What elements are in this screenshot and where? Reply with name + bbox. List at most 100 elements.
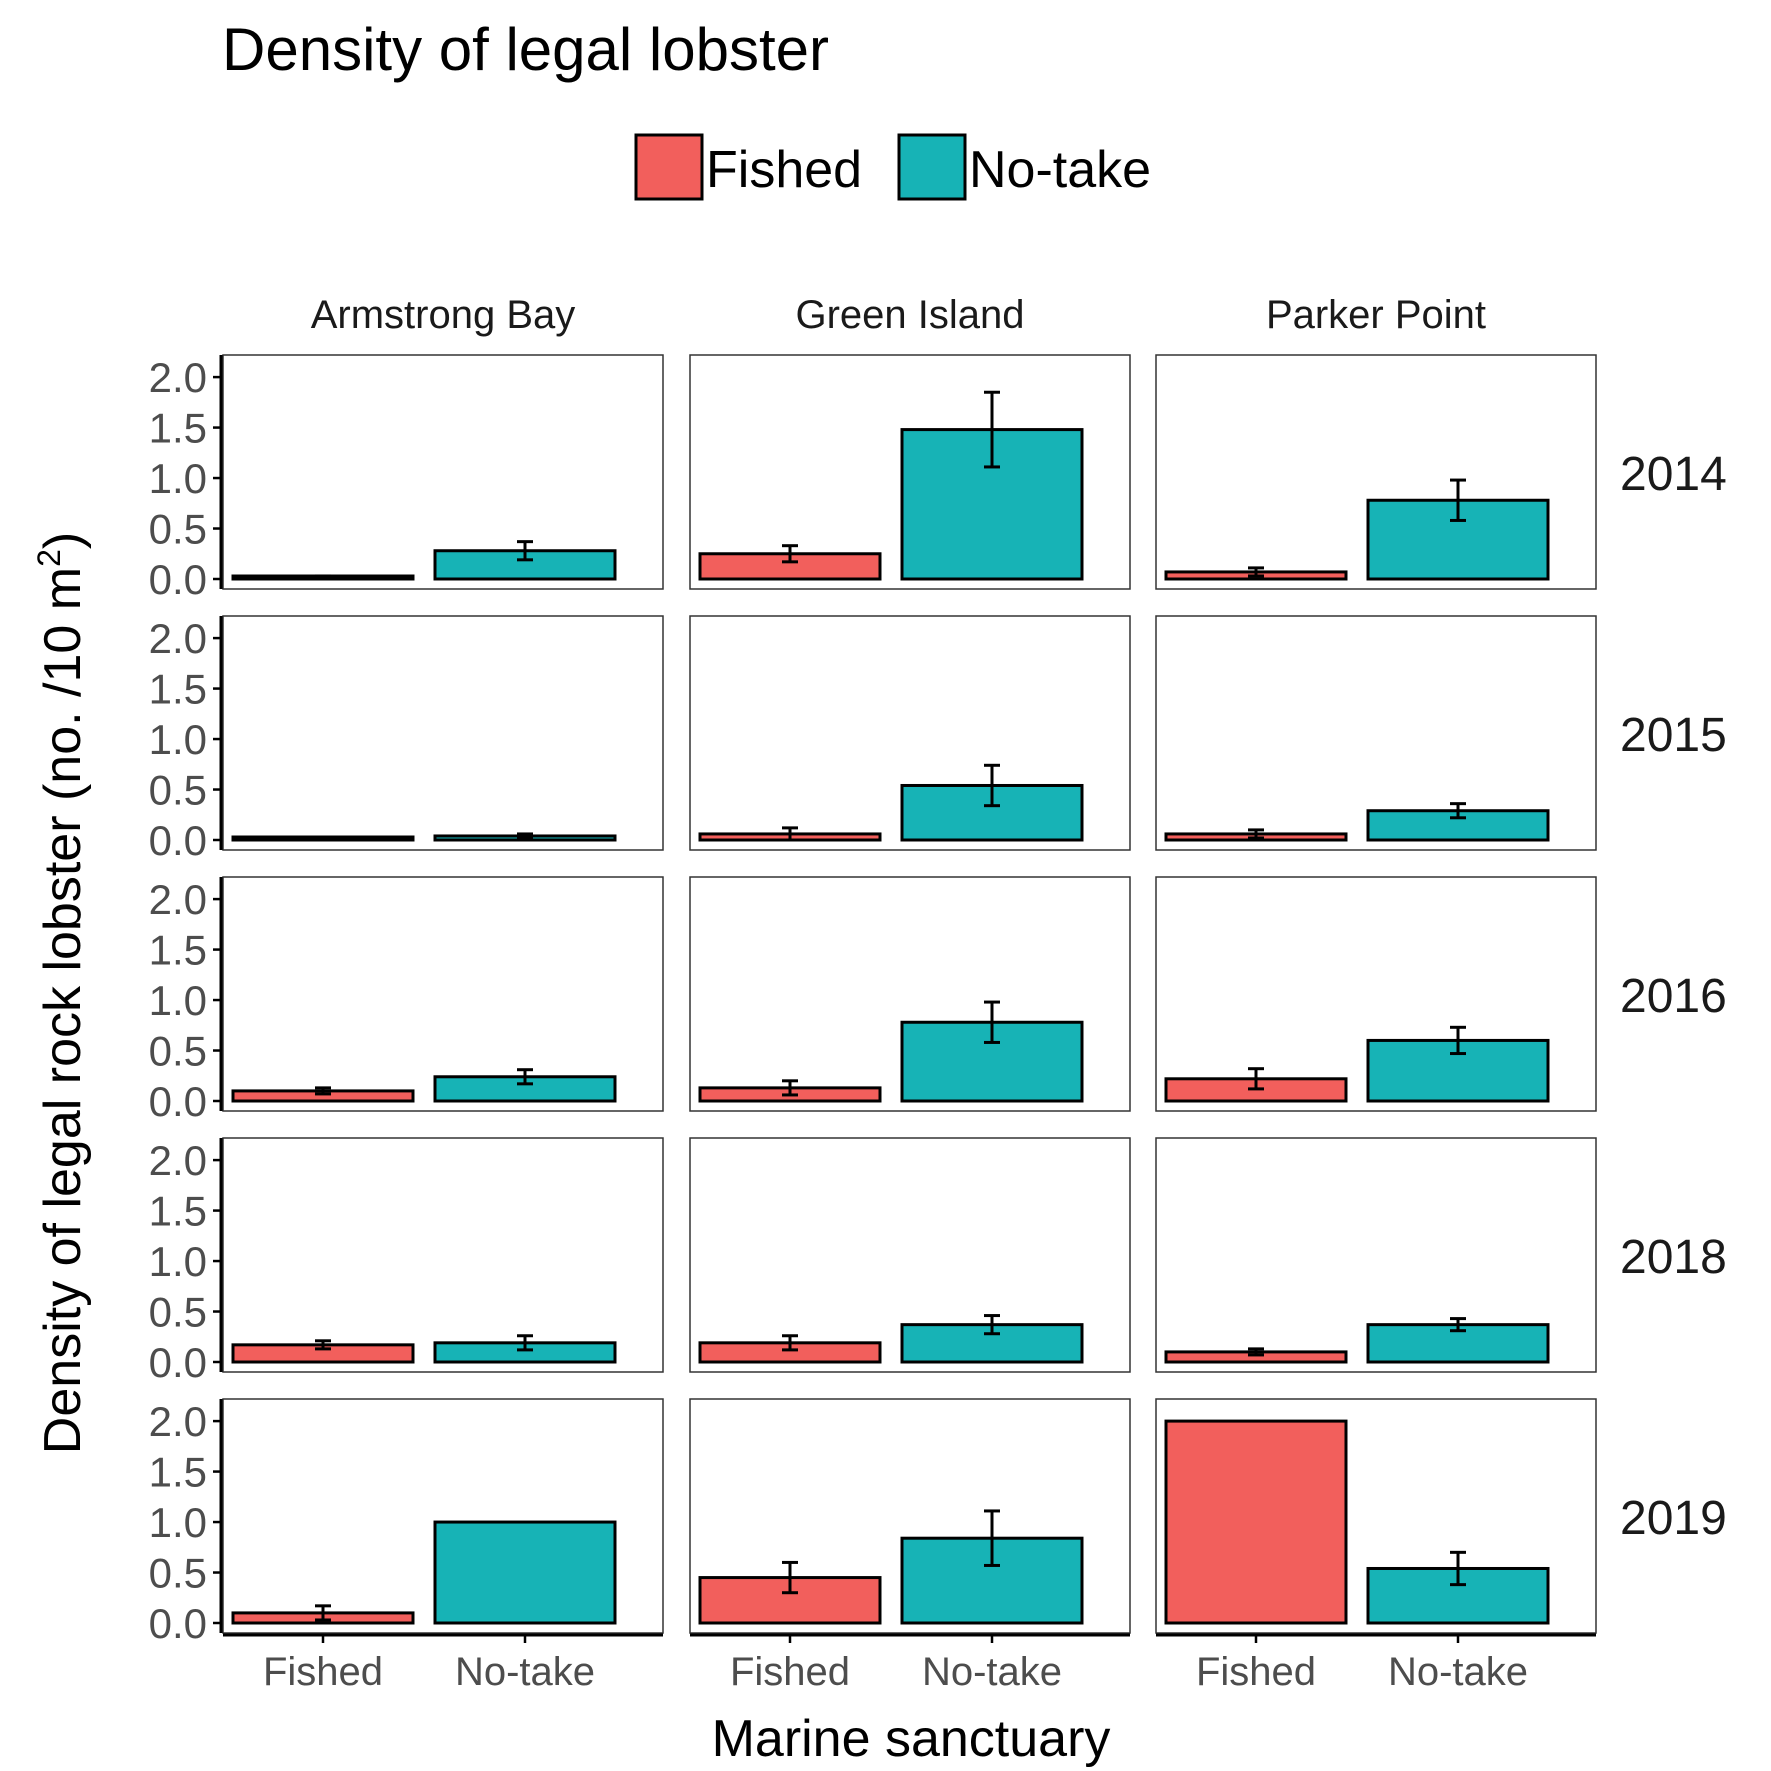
- error-bar-no-take: [517, 540, 533, 562]
- error-bar-no-take: [1450, 478, 1466, 522]
- panel-green-island-2018: [689, 1137, 1131, 1373]
- bar-no-take: [1366, 1566, 1550, 1625]
- panel-armstrong-bay-2016: [222, 876, 664, 1112]
- y-tick-label: 1.5: [149, 1188, 207, 1235]
- y-axis-2018: 0.00.51.01.52.0: [149, 1137, 223, 1386]
- error-bar-fished: [315, 1339, 331, 1351]
- row-strip-label: 2014: [1620, 448, 1727, 501]
- y-tick-label: 0.5: [149, 1289, 207, 1336]
- error-bar-fished: [782, 1334, 798, 1352]
- column-strip-label: Parker Point: [1266, 293, 1486, 337]
- x-tick-label: No-take: [922, 1650, 1062, 1694]
- bar-fished: [231, 835, 415, 842]
- y-tick-label: 1.5: [149, 927, 207, 974]
- y-axis-2015: 0.00.51.01.52.0: [149, 615, 223, 864]
- column-strip-labels: Armstrong Bay Green Island Parker Point: [311, 293, 1486, 337]
- y-tick-label: 0.0: [149, 1078, 207, 1125]
- panel-border: [1155, 354, 1597, 590]
- y-axis-title: Density of legal rock lobster (no. /10 m…: [31, 532, 92, 1454]
- panel-border: [689, 1398, 1131, 1634]
- error-bar-no-take: [984, 1509, 1000, 1567]
- error-bar-fished: [1248, 1067, 1264, 1091]
- bar-fished: [1164, 1419, 1348, 1625]
- error-bar-fished: [782, 826, 798, 842]
- y-tick-label: 0.5: [149, 1550, 207, 1597]
- row-strip-label: 2018: [1620, 1231, 1727, 1284]
- panel-border: [1155, 876, 1597, 1112]
- row-strip-label: 2016: [1620, 970, 1727, 1023]
- error-bar-no-take: [517, 832, 533, 840]
- error-bar-fished: [315, 574, 331, 580]
- error-bar-no-take: [517, 1068, 533, 1086]
- error-bar-fished: [1248, 566, 1264, 578]
- error-bar-no-take: [1450, 1025, 1466, 1056]
- panel-armstrong-bay-2018: [222, 1137, 664, 1373]
- y-tick-label: 2.0: [149, 1398, 207, 1445]
- panel-armstrong-bay-2019: [222, 1398, 664, 1634]
- y-axis-title-main: Density of legal rock lobster (no. /10 m: [34, 567, 92, 1454]
- y-tick-label: 0.0: [149, 1339, 207, 1386]
- y-axis-2016: 0.00.51.01.52.0: [149, 876, 223, 1125]
- legend-label-no-take: No-take: [969, 141, 1151, 199]
- panel-parker-point-2018: [1155, 1137, 1597, 1373]
- y-tick-label: 0.0: [149, 1600, 207, 1647]
- y-axis-title-close: ): [34, 532, 92, 549]
- x-tick-label: Fished: [1196, 1650, 1316, 1694]
- panel-border: [689, 354, 1131, 590]
- error-bar-no-take: [984, 763, 1000, 808]
- panel-parker-point-2016: [1155, 876, 1597, 1112]
- panel-border: [1155, 615, 1597, 851]
- panel-parker-point-2019: [1155, 1398, 1597, 1634]
- legend-swatch-fished: [634, 133, 704, 201]
- x-tick-label: No-take: [455, 1650, 595, 1694]
- error-bar-fished: [782, 1560, 798, 1595]
- y-tick-label: 0.5: [149, 1028, 207, 1075]
- panel-border: [1155, 1398, 1597, 1634]
- y-axis-2019: 0.00.51.01.52.0: [149, 1398, 223, 1647]
- error-bar-no-take: [1450, 1550, 1466, 1587]
- column-strip-label: Green Island: [795, 293, 1024, 337]
- y-tick-label: 1.0: [149, 977, 207, 1024]
- error-bar-no-take: [517, 1334, 533, 1352]
- panel-border: [1155, 1137, 1597, 1373]
- x-tick-label: Fished: [730, 1650, 850, 1694]
- y-tick-label: 1.0: [149, 455, 207, 502]
- y-tick-label: 1.5: [149, 405, 207, 452]
- y-tick-label: 2.0: [149, 354, 207, 401]
- y-tick-label: 1.0: [149, 716, 207, 763]
- y-axis-title-superscript: 2: [31, 549, 67, 567]
- error-bar-fished: [1248, 1347, 1264, 1357]
- y-tick-label: 0.0: [149, 817, 207, 864]
- legend-label-fished: Fished: [706, 141, 862, 199]
- legend: Fished No-take: [634, 133, 1151, 201]
- column-strip-label: Armstrong Bay: [311, 293, 576, 337]
- y-tick-label: 1.5: [149, 666, 207, 713]
- panel-border: [222, 1137, 664, 1373]
- y-tick-label: 2.0: [149, 615, 207, 662]
- error-bar-fished: [1248, 828, 1264, 840]
- x-axis-green-island: Fished No-take: [690, 1633, 1130, 1694]
- panel-border: [689, 1137, 1131, 1373]
- error-bar-no-take: [1450, 802, 1466, 820]
- panel-armstrong-bay-2015: [222, 615, 664, 851]
- row-strip-label: 2019: [1620, 1492, 1727, 1545]
- panel-border: [222, 1398, 664, 1634]
- panel-armstrong-bay-2014: [222, 354, 664, 590]
- panel-parker-point-2014: [1155, 354, 1597, 590]
- legend-swatch-no-take: [897, 133, 967, 201]
- panel-green-island-2019: [689, 1398, 1131, 1634]
- panel-parker-point-2015: [1155, 615, 1597, 851]
- panel-border: [222, 876, 664, 1112]
- panel-border: [222, 354, 664, 590]
- x-tick-label: Fished: [263, 1650, 383, 1694]
- y-tick-label: 1.0: [149, 1499, 207, 1546]
- y-tick-label: 2.0: [149, 1137, 207, 1184]
- panel-green-island-2015: [689, 615, 1131, 851]
- x-tick-label: No-take: [1388, 1650, 1528, 1694]
- error-bar-no-take: [984, 1314, 1000, 1336]
- error-bar-no-take: [984, 390, 1000, 469]
- x-axis-armstrong-bay: Fished No-take: [223, 1633, 663, 1694]
- y-axis-2014: 0.00.51.01.52.0: [149, 354, 223, 603]
- y-tick-label: 0.0: [149, 556, 207, 603]
